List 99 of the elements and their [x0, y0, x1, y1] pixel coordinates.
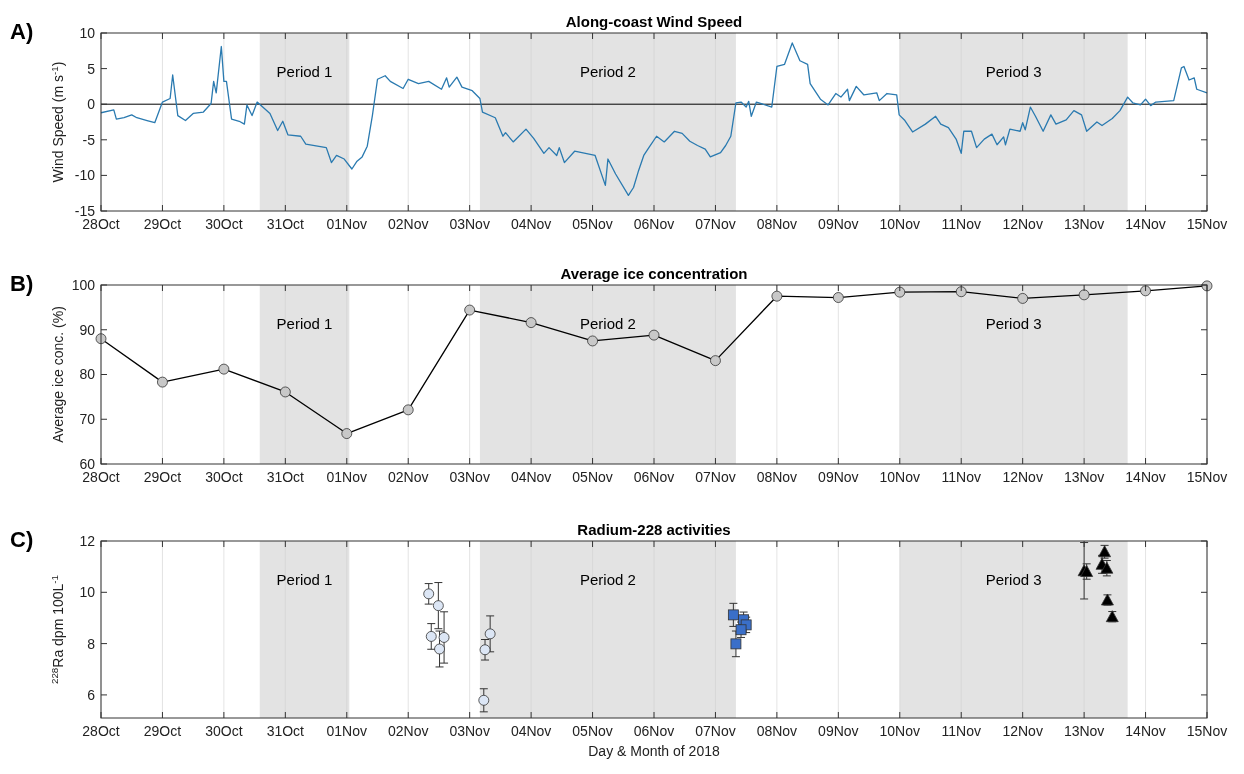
x-tick-label: 09Nov	[818, 216, 859, 232]
x-tick-label: 14Nov	[1125, 469, 1166, 485]
y-tick-label: 60	[79, 455, 96, 472]
y-tick-label: 6	[87, 686, 96, 703]
x-tick-label: 31Oct	[266, 469, 305, 485]
x-tick-label: 31Oct	[266, 723, 305, 739]
x-tick-label: 02Nov	[387, 723, 429, 739]
x-tick-label: 31Oct	[266, 216, 305, 232]
x-tick-label: 08Nov	[756, 216, 798, 232]
x-tick-label: 09Nov	[818, 723, 859, 739]
x-tick-label: 14Nov	[1125, 723, 1166, 739]
chart-title: Radium-228 activities	[577, 521, 731, 538]
band-label: Period 2	[579, 63, 636, 80]
x-tick-label: 04Nov	[510, 723, 552, 739]
point	[730, 638, 742, 650]
x-tick-label: 01Nov	[326, 723, 368, 739]
x-tick-label: 29Oct	[143, 723, 182, 739]
point	[478, 694, 490, 706]
x-tick-label: 10Nov	[879, 216, 921, 232]
x-tick-label: 30Oct	[205, 469, 243, 485]
x-tick-label: 11Nov	[941, 216, 981, 232]
x-tick-label: 13Nov	[1063, 469, 1105, 485]
y-tick-label: 80	[79, 366, 96, 383]
x-tick-label: 08Nov	[756, 723, 798, 739]
x-tick-label: 11Nov	[941, 469, 981, 485]
band-label: Period 1	[276, 315, 333, 332]
point	[432, 600, 444, 612]
y-tick-label: 8	[87, 635, 96, 652]
x-tick-label: 30Oct	[205, 723, 243, 739]
y-tick-label: -15	[74, 202, 96, 219]
text: C)	[10, 527, 34, 552]
x-tick-label: 01Nov	[326, 216, 368, 232]
point	[425, 631, 437, 642]
x-tick-label: 08Nov	[756, 469, 798, 485]
y-tick-label: 10	[79, 584, 96, 601]
y-tick-label: 12	[79, 532, 96, 549]
x-tick-label: 06Nov	[633, 723, 675, 739]
band-label: Period 2	[579, 315, 636, 332]
x-tick-label: 28Oct	[82, 216, 120, 232]
point	[484, 628, 496, 640]
text: A)	[10, 19, 34, 44]
x-tick-label: 12Nov	[1002, 216, 1043, 232]
point	[423, 588, 435, 600]
band-label: Period 1	[276, 63, 333, 80]
x-tick-label: 06Nov	[633, 469, 675, 485]
x-tick-label: 29Oct	[143, 216, 182, 232]
line-series	[100, 42, 1208, 196]
y-tick-label: 5	[87, 60, 96, 77]
band-label: Period 2	[579, 571, 636, 588]
text: B)	[10, 271, 34, 296]
x-tick-label: 15Nov	[1186, 723, 1228, 739]
x-tick-label: 05Nov	[572, 723, 613, 739]
x-tick-label: 04Nov	[510, 469, 552, 485]
x-tick-label: 29Oct	[143, 469, 182, 485]
x-tick-label: 10Nov	[879, 723, 921, 739]
y-tick-label: 90	[79, 321, 96, 338]
y-tick-label: 0	[87, 96, 96, 113]
x-tick-label: 04Nov	[510, 216, 552, 232]
y-tick-label: 100	[71, 276, 96, 293]
x-tick-label: 03Nov	[449, 216, 490, 232]
x-tick-label: 13Nov	[1063, 216, 1105, 232]
x-tick-label: 05Nov	[572, 469, 613, 485]
x-tick-label: 15Nov	[1186, 216, 1228, 232]
chart-title: Along-coast Wind Speed	[565, 13, 743, 30]
x-tick-label: 28Oct	[82, 723, 120, 739]
band-label: Period 3	[985, 571, 1042, 588]
x-tick-label: 12Nov	[1002, 723, 1043, 739]
y-tick-label: -10	[74, 167, 96, 184]
x-tick-label: 14Nov	[1125, 216, 1166, 232]
x-tick-label: 07Nov	[695, 469, 736, 485]
x-tick-label: 02Nov	[387, 216, 429, 232]
x-tick-label: 01Nov	[326, 469, 368, 485]
y-tick-label: 10	[79, 24, 96, 41]
point	[479, 644, 491, 656]
x-tick-label: 30Oct	[205, 216, 243, 232]
chart-title: Average ice concentration	[560, 265, 748, 282]
x-tick-label: 02Nov	[387, 469, 429, 485]
y-tick-label: -5	[82, 131, 96, 148]
x-tick-label: 28Oct	[82, 469, 120, 485]
x-tick-label: 15Nov	[1186, 469, 1228, 485]
x-tick-label: 13Nov	[1063, 723, 1105, 739]
x-tick-label: 10Nov	[879, 469, 921, 485]
y-axis-title: Average ice conc. (%)	[50, 306, 66, 443]
x-tick-label: 11Nov	[941, 723, 981, 739]
point	[727, 609, 739, 621]
x-tick-label: 07Nov	[695, 216, 736, 232]
x-tick-label: 05Nov	[572, 216, 613, 232]
x-tick-label: 03Nov	[449, 469, 490, 485]
x-axis-title: Day & Month of 2018	[588, 743, 720, 759]
x-tick-label: 12Nov	[1002, 469, 1043, 485]
point	[434, 643, 445, 655]
x-tick-label: 09Nov	[818, 469, 859, 485]
band-label: Period 3	[985, 315, 1042, 332]
y-tick-label: 70	[79, 411, 96, 428]
band-label: Period 3	[985, 63, 1042, 80]
x-tick-label: 03Nov	[449, 723, 490, 739]
x-tick-label: 06Nov	[633, 216, 675, 232]
x-tick-label: 07Nov	[695, 723, 736, 739]
band-label: Period 1	[276, 571, 333, 588]
